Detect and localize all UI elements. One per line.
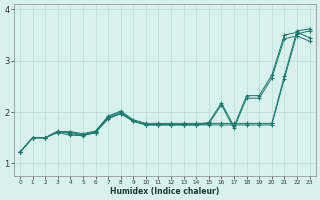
X-axis label: Humidex (Indice chaleur): Humidex (Indice chaleur) [110, 187, 220, 196]
